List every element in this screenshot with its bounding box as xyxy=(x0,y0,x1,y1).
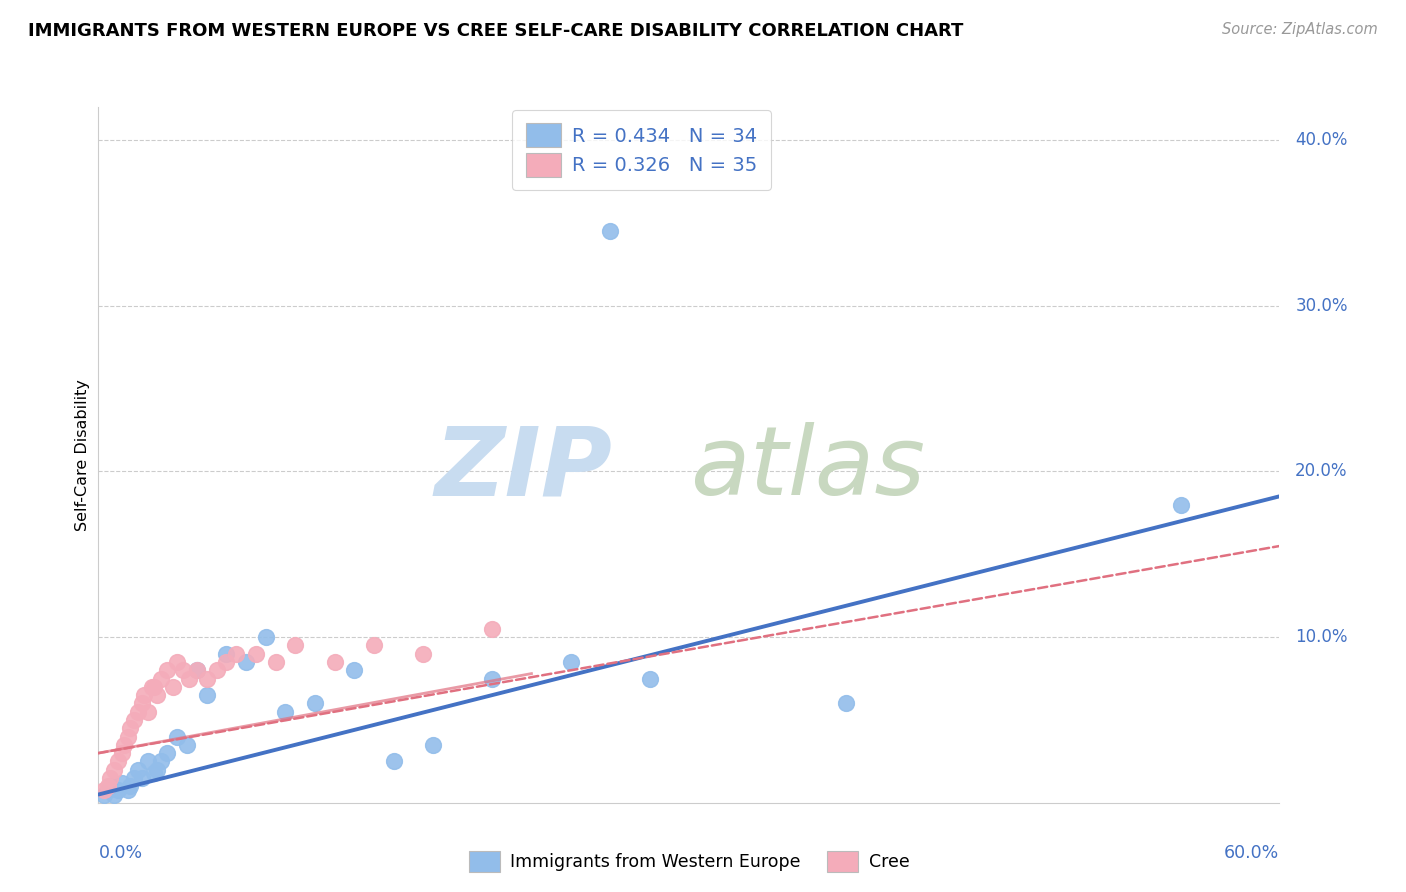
Point xyxy=(93,782,115,797)
Legend: R = 0.434   N = 34, R = 0.326   N = 35: R = 0.434 N = 34, R = 0.326 N = 35 xyxy=(512,110,772,190)
Point xyxy=(93,788,115,802)
Point xyxy=(245,647,267,661)
Point xyxy=(117,782,139,797)
Point xyxy=(264,655,287,669)
Point xyxy=(215,655,238,669)
Point xyxy=(162,680,184,694)
Point xyxy=(186,663,208,677)
Point xyxy=(136,705,159,719)
Point xyxy=(304,697,326,711)
Text: Source: ZipAtlas.com: Source: ZipAtlas.com xyxy=(1222,22,1378,37)
Point xyxy=(150,755,173,769)
Point xyxy=(118,779,141,793)
Point xyxy=(112,738,135,752)
Point xyxy=(107,755,129,769)
Point xyxy=(254,630,277,644)
Point xyxy=(284,639,307,653)
Point xyxy=(136,755,159,769)
Text: 40.0%: 40.0% xyxy=(1295,131,1347,149)
Point xyxy=(195,688,218,702)
Point xyxy=(481,622,503,636)
Point xyxy=(97,782,120,797)
Point xyxy=(156,663,179,677)
Point xyxy=(363,639,385,653)
Point xyxy=(195,672,218,686)
Point xyxy=(205,663,228,677)
Point xyxy=(122,713,145,727)
Point xyxy=(1170,498,1192,512)
Point xyxy=(166,730,188,744)
Point xyxy=(118,721,141,735)
Point xyxy=(323,655,346,669)
Point xyxy=(103,763,125,777)
Text: 20.0%: 20.0% xyxy=(1295,462,1348,481)
Point xyxy=(142,680,165,694)
Point xyxy=(132,688,155,702)
Point xyxy=(835,697,858,711)
Point xyxy=(412,647,434,661)
Point xyxy=(127,705,149,719)
Point xyxy=(599,224,621,238)
Text: atlas: atlas xyxy=(689,422,925,516)
Point xyxy=(422,738,444,752)
Point xyxy=(122,771,145,785)
Point xyxy=(166,655,188,669)
Text: 0.0%: 0.0% xyxy=(98,844,142,863)
Point xyxy=(111,746,134,760)
Point xyxy=(107,782,129,797)
Legend: Immigrants from Western Europe, Cree: Immigrants from Western Europe, Cree xyxy=(461,844,917,879)
Point xyxy=(131,697,153,711)
Text: 10.0%: 10.0% xyxy=(1295,628,1348,646)
Point xyxy=(481,672,503,686)
Point xyxy=(131,771,153,785)
Point xyxy=(235,655,257,669)
Text: IMMIGRANTS FROM WESTERN EUROPE VS CREE SELF-CARE DISABILITY CORRELATION CHART: IMMIGRANTS FROM WESTERN EUROPE VS CREE S… xyxy=(28,22,963,40)
Text: 60.0%: 60.0% xyxy=(1225,844,1279,863)
Point xyxy=(274,705,297,719)
Point xyxy=(172,663,194,677)
Point xyxy=(215,647,238,661)
Point xyxy=(127,763,149,777)
Point xyxy=(382,755,405,769)
Point xyxy=(98,779,121,793)
Y-axis label: Self-Care Disability: Self-Care Disability xyxy=(75,379,90,531)
Point xyxy=(186,663,208,677)
Point xyxy=(343,663,366,677)
Point xyxy=(176,738,198,752)
Point xyxy=(142,766,165,780)
Point xyxy=(98,771,121,785)
Point xyxy=(156,746,179,760)
Text: 30.0%: 30.0% xyxy=(1295,297,1348,315)
Point xyxy=(146,688,169,702)
Point xyxy=(103,788,125,802)
Point xyxy=(638,672,661,686)
Point xyxy=(146,763,169,777)
Point xyxy=(141,680,163,694)
Text: ZIP: ZIP xyxy=(434,422,612,516)
Point xyxy=(111,776,134,790)
Point xyxy=(117,730,139,744)
Point xyxy=(560,655,582,669)
Point xyxy=(97,779,120,793)
Point xyxy=(150,672,173,686)
Point xyxy=(225,647,247,661)
Point xyxy=(177,672,200,686)
